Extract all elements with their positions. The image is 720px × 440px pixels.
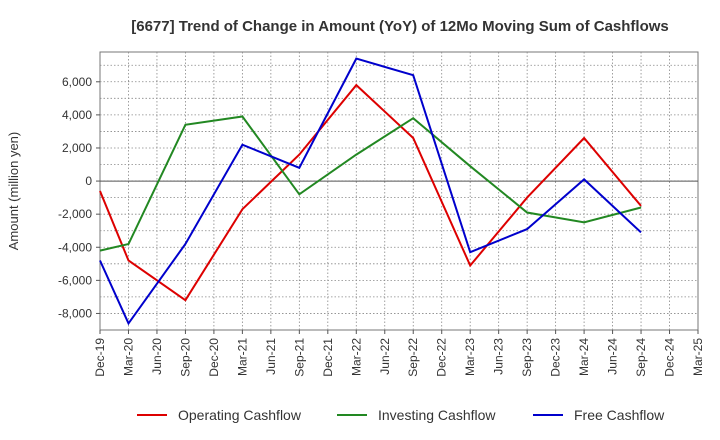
x-tick-label: Jun-22 (378, 338, 392, 375)
x-tick-label: Mar-22 (349, 338, 363, 376)
plot-area (99, 51, 699, 331)
chart-title: [6677] Trend of Change in Amount (YoY) o… (131, 18, 669, 35)
x-tick-label: Jun-24 (606, 338, 620, 375)
y-tick-label: 6,000 (62, 75, 92, 89)
x-tick-label: Mar-25 (691, 338, 705, 376)
x-tick-label: Jun-21 (264, 338, 278, 375)
y-tick-label: 4,000 (62, 108, 92, 122)
x-tick-label: Dec-19 (93, 338, 107, 377)
y-tick-label: 2,000 (62, 141, 92, 155)
x-tick-label: Mar-21 (235, 338, 249, 376)
y-axis-label: Amount (million yen) (6, 132, 21, 251)
y-tick-label: -2,000 (58, 207, 92, 221)
legend-label-2: Free Cashflow (574, 407, 665, 423)
series-line-0 (99, 83, 642, 302)
grid (100, 52, 698, 330)
y-tick-label: 0 (85, 174, 92, 188)
x-tick-label: Sep-22 (406, 338, 420, 377)
x-tick-label: Dec-21 (321, 338, 335, 377)
x-tick-label: Dec-20 (207, 338, 221, 377)
x-tick-label: Mar-23 (463, 338, 477, 376)
legend-label-0: Operating Cashflow (178, 407, 302, 423)
x-tick-label: Sep-24 (634, 338, 648, 377)
legend-label-1: Investing Cashflow (378, 407, 496, 423)
x-tick-label: Sep-23 (520, 338, 534, 377)
y-tick-label: -6,000 (58, 273, 92, 287)
x-tick-label: Mar-24 (577, 338, 591, 376)
x-axis: Dec-19 Mar-20 Jun-20 Sep-20 Dec-20 Mar-21 Jun-… (93, 330, 705, 377)
x-tick-label: Jun-23 (492, 338, 506, 375)
x-tick-label: Jun-20 (150, 338, 164, 375)
y-tick-label: -4,000 (58, 240, 92, 254)
x-tick-label: Sep-21 (292, 338, 306, 377)
x-tick-label: Mar-20 (121, 338, 135, 376)
series-line-1 (99, 115, 642, 252)
series-layer (99, 57, 642, 326)
legend: Operating Cashflow Investing Cashflow Free… (137, 407, 665, 423)
y-tick-label: -8,000 (58, 306, 92, 320)
x-tick-label: Dec-22 (435, 338, 449, 377)
series-line-2 (99, 57, 642, 326)
y-axis: 6,000 4,000 2,000 0 -2,000 -4,000 -6,000 -8,000 (58, 75, 100, 320)
x-tick-label: Sep-20 (178, 338, 192, 377)
x-tick-label: Dec-23 (549, 338, 563, 377)
x-tick-label: Dec-24 (663, 338, 677, 377)
